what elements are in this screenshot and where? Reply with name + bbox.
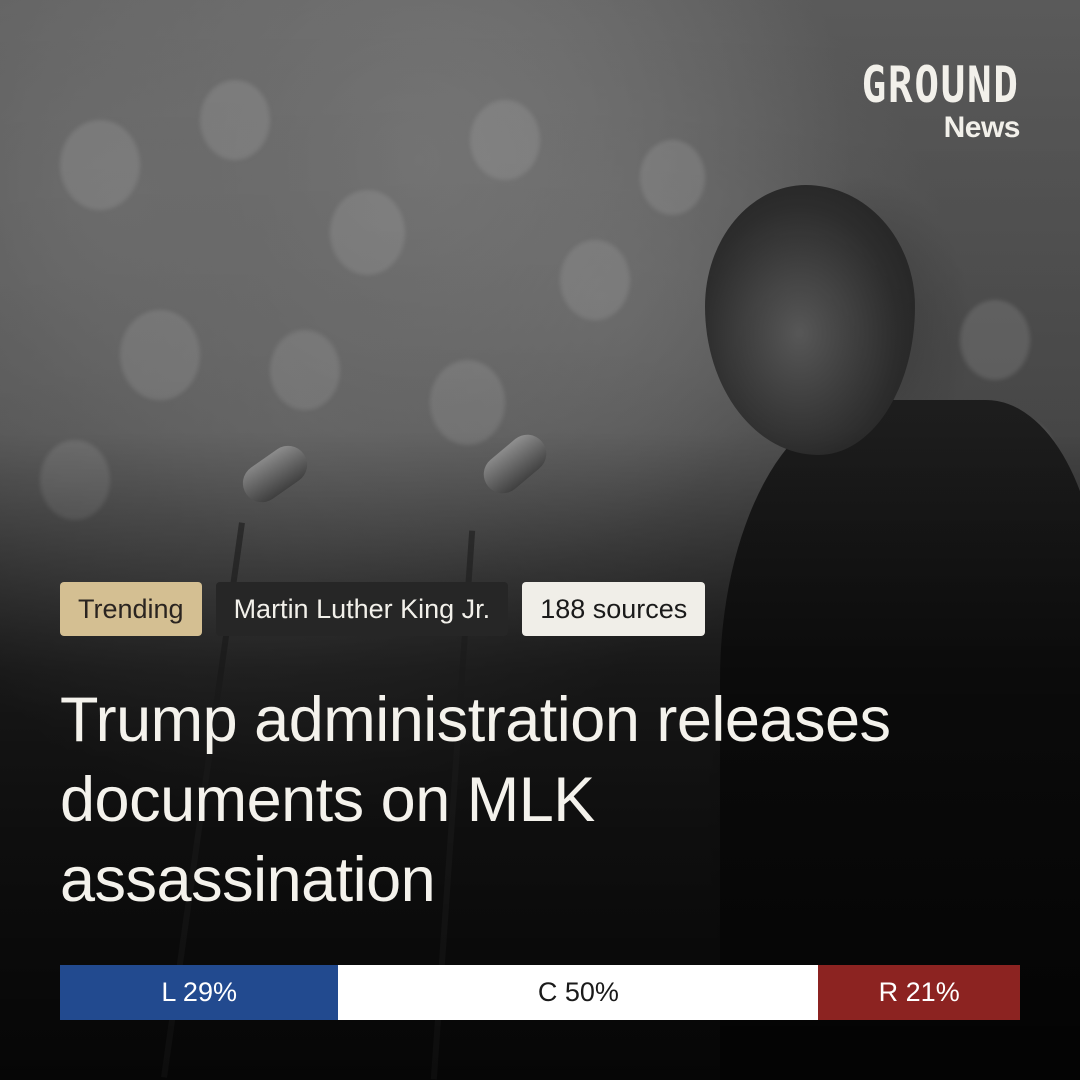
headline: Trump administration releases documents … [60, 685, 891, 915]
trending-tag: Trending [60, 582, 202, 636]
ground-news-logo: GROUND News [827, 60, 1020, 144]
topic-tag: Martin Luther King Jr. [215, 582, 509, 636]
bias-distribution-bar: L 29% C 50% R 21% [60, 965, 1020, 1020]
tag-row: Trending Martin Luther King Jr. 188 sour… [60, 582, 706, 636]
logo-wordmark: GROUND [862, 56, 1020, 114]
bias-center-segment: C 50% [338, 965, 819, 1020]
bias-left-segment: L 29% [60, 965, 339, 1020]
bias-right-segment: R 21% [818, 965, 1020, 1020]
sources-count-tag: 188 sources [522, 582, 706, 636]
logo-subtitle: News [943, 111, 1021, 144]
